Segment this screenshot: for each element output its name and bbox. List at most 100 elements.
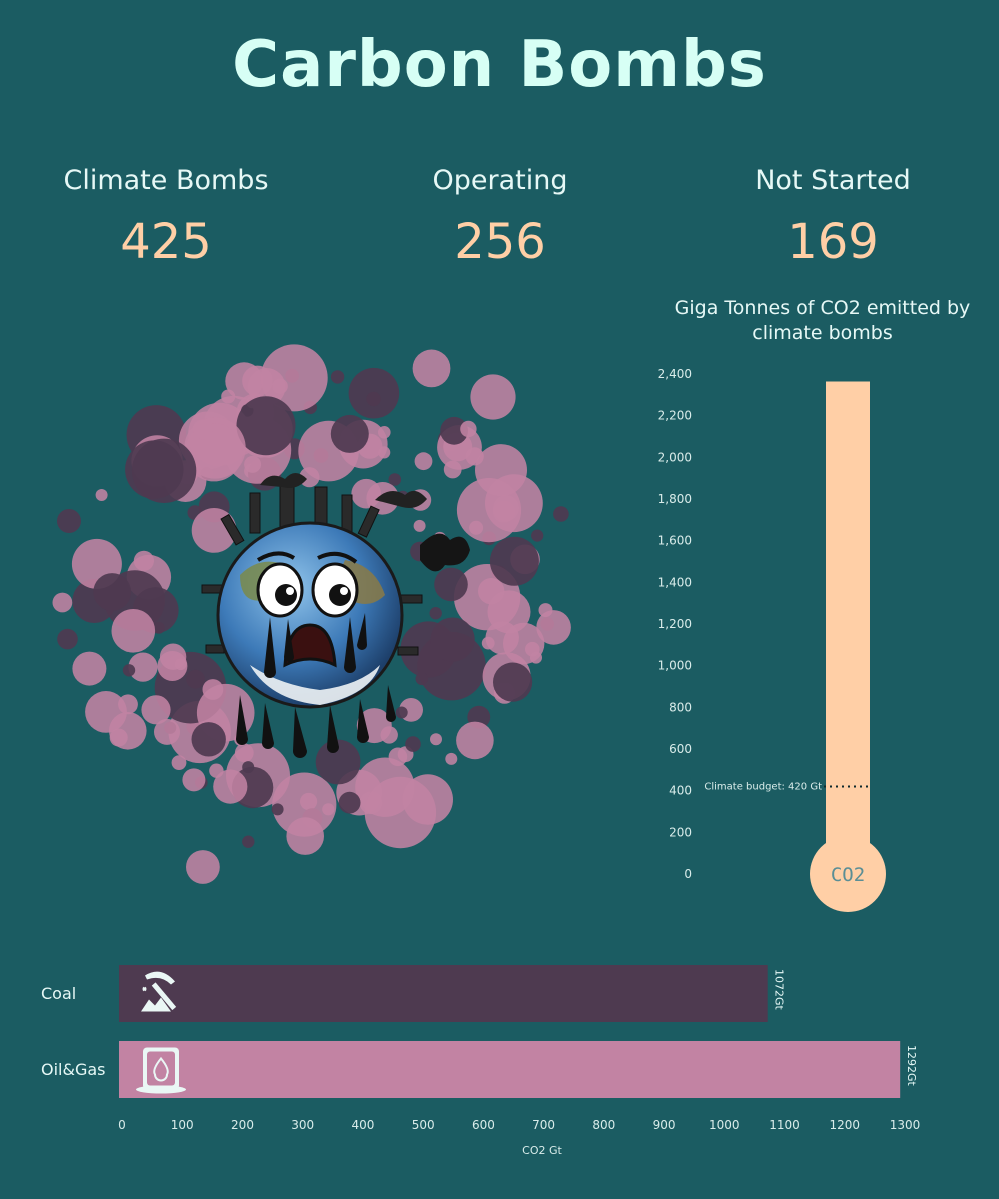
bubble-ring-chart: [52, 344, 571, 884]
bubble: [111, 609, 156, 653]
bubble: [186, 850, 220, 884]
bubble: [531, 529, 544, 542]
y-tick-label: 2,200: [658, 409, 692, 423]
bubble: [414, 452, 433, 471]
thermometer-title: Giga Tonnes of CO2 emitted by climate bo…: [674, 297, 971, 344]
bubble: [445, 752, 458, 765]
bubble: [174, 658, 187, 671]
x-tick-label: 800: [592, 1118, 615, 1132]
bubble: [57, 509, 81, 533]
bubble: [271, 803, 284, 816]
bubble: [109, 712, 147, 750]
y-tick-label: 400: [669, 784, 692, 798]
x-tick-label: 600: [472, 1118, 495, 1132]
bubble: [530, 651, 542, 664]
bubble: [191, 722, 226, 757]
bubble: [430, 733, 442, 746]
kpi-operating: Operating 256: [340, 165, 660, 270]
kpi-value: 169: [787, 214, 879, 270]
x-tick-label: 1300: [890, 1118, 921, 1132]
bubble: [456, 478, 522, 543]
bubble: [440, 416, 468, 445]
bubble: [338, 791, 361, 814]
bubble: [415, 672, 429, 686]
x-tick-label: 700: [532, 1118, 555, 1132]
bubble: [186, 669, 205, 689]
y-tick-label: 200: [669, 825, 692, 839]
bubble: [380, 726, 398, 744]
bubble: [443, 460, 462, 479]
bubble: [272, 772, 337, 837]
bubble: [413, 519, 426, 532]
source-bar-chart: Coal 1072Gt Oil&Gas 1292Gt 0 100 200 300 400 500…: [41, 965, 921, 1157]
x-tick-label: 0: [118, 1118, 126, 1132]
y-tick-label: 800: [669, 700, 692, 714]
kpi-climate-bombs: Climate Bombs 425: [6, 165, 326, 270]
bubble: [299, 467, 320, 488]
page-title: Carbon Bombs: [232, 28, 767, 102]
x-tick-label: 500: [412, 1118, 435, 1132]
x-tick-label: 300: [291, 1118, 314, 1132]
crying-earth-icon: [201, 473, 470, 758]
bubble: [388, 473, 402, 486]
kpi-label: Not Started: [755, 165, 911, 196]
bubble: [536, 610, 571, 645]
bubble: [378, 426, 391, 439]
x-tick-label: 200: [231, 1118, 254, 1132]
kpi-not-started: Not Started 169: [673, 165, 993, 270]
bubble: [122, 664, 136, 677]
pickaxe-icon: [141, 971, 177, 1012]
climate-budget-label: Climate budget: 420 Gt: [704, 782, 822, 793]
x-axis-label: CO2 Gt: [522, 1144, 562, 1157]
bubble: [460, 420, 477, 438]
bubble: [234, 743, 254, 763]
bubble: [242, 761, 255, 774]
bubble: [213, 769, 248, 804]
bubble: [128, 652, 158, 682]
y-tick-label: 1,000: [658, 659, 692, 673]
bar-value-label: 1072Gt: [773, 969, 786, 1011]
bar-coal: [119, 965, 768, 1022]
bubble: [133, 550, 154, 571]
bubble: [364, 776, 437, 849]
bubble: [242, 835, 255, 848]
bubble: [456, 721, 494, 760]
oil-barrel-icon: [136, 1047, 186, 1094]
bubble: [192, 419, 213, 440]
bubble: [315, 739, 361, 785]
bubble: [57, 628, 78, 650]
co2-thermometer-chart: 0 200 400 600 800 1,000 1,200 1,400 1,600 1,800 2,…: [658, 367, 886, 912]
y-tick-label: 1,800: [658, 492, 692, 506]
kpi-value: 256: [454, 214, 546, 270]
y-tick-label: 1,600: [658, 534, 692, 548]
bubble: [93, 573, 132, 611]
bubble: [330, 414, 369, 453]
bubble: [351, 478, 382, 509]
category-label: Coal: [41, 984, 76, 1003]
y-tick-label: 2,400: [658, 367, 692, 381]
bubble: [434, 567, 468, 602]
bubble: [429, 607, 442, 620]
bubble: [412, 349, 451, 388]
co2-total-bar: [826, 381, 870, 874]
bubble: [260, 344, 328, 412]
bubble: [182, 768, 206, 792]
bubble: [485, 621, 519, 655]
bubble: [378, 446, 391, 459]
bubble: [465, 447, 484, 466]
bubble: [405, 736, 421, 752]
bubble: [141, 695, 171, 725]
x-tick-label: 400: [351, 1118, 374, 1132]
bubble: [430, 617, 475, 662]
bubble: [244, 455, 262, 473]
category-label: Oil&Gas: [41, 1060, 106, 1079]
kpi-label: Operating: [432, 165, 568, 196]
y-tick-label: 600: [669, 742, 692, 756]
bubble: [478, 578, 505, 605]
y-tick-label: 1,200: [658, 617, 692, 631]
bubble: [489, 536, 539, 586]
y-tick-label: 2,000: [658, 450, 692, 464]
y-tick-label: 1,400: [658, 575, 692, 589]
bubble: [366, 391, 381, 407]
bubble: [395, 706, 408, 719]
